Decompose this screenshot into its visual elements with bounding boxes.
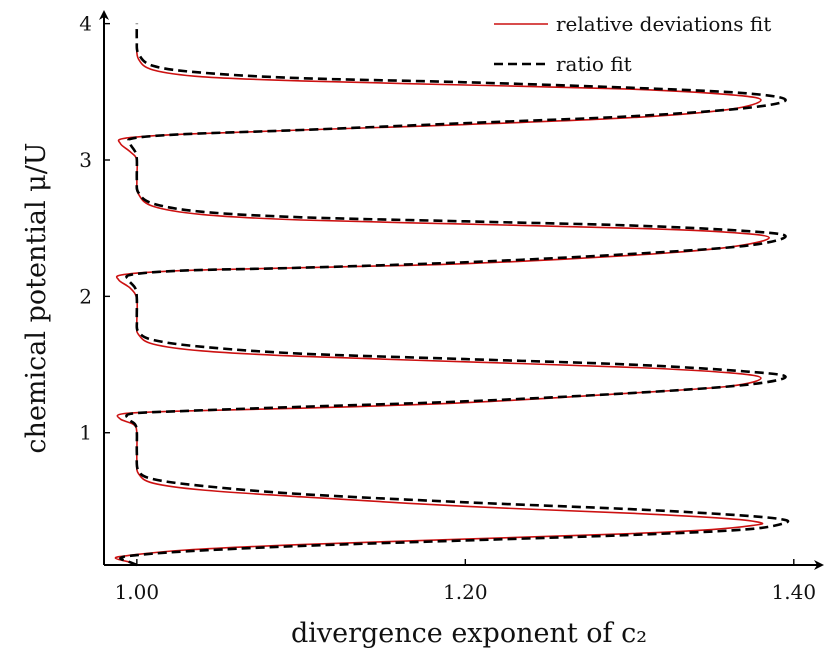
legend-label-relative-deviations-fit: relative deviations fit — [556, 12, 771, 36]
legend: relative deviations fit ratio fit — [494, 12, 771, 76]
y-ticks: 1 2 3 4 — [79, 12, 110, 445]
x-ticks: 1.00 1.20 1.40 — [115, 559, 816, 604]
y-tick-label: 3 — [79, 148, 92, 172]
legend-label-ratio-fit: ratio fit — [556, 52, 632, 76]
y-tick-label: 4 — [79, 12, 92, 36]
series-line-ratio-fit — [119, 23, 790, 567]
x-tick-label: 1.00 — [115, 580, 160, 604]
y-tick-label: 2 — [79, 284, 92, 308]
axes — [99, 10, 824, 570]
y-tick-label: 1 — [79, 421, 92, 445]
y-axis-title: chemical potential μ/U — [21, 142, 52, 453]
x-tick-label: 1.20 — [443, 580, 488, 604]
x-tick-label: 1.40 — [772, 580, 817, 604]
x-axis-title: divergence exponent of c₂ — [291, 618, 647, 649]
series-layer — [114, 23, 790, 567]
